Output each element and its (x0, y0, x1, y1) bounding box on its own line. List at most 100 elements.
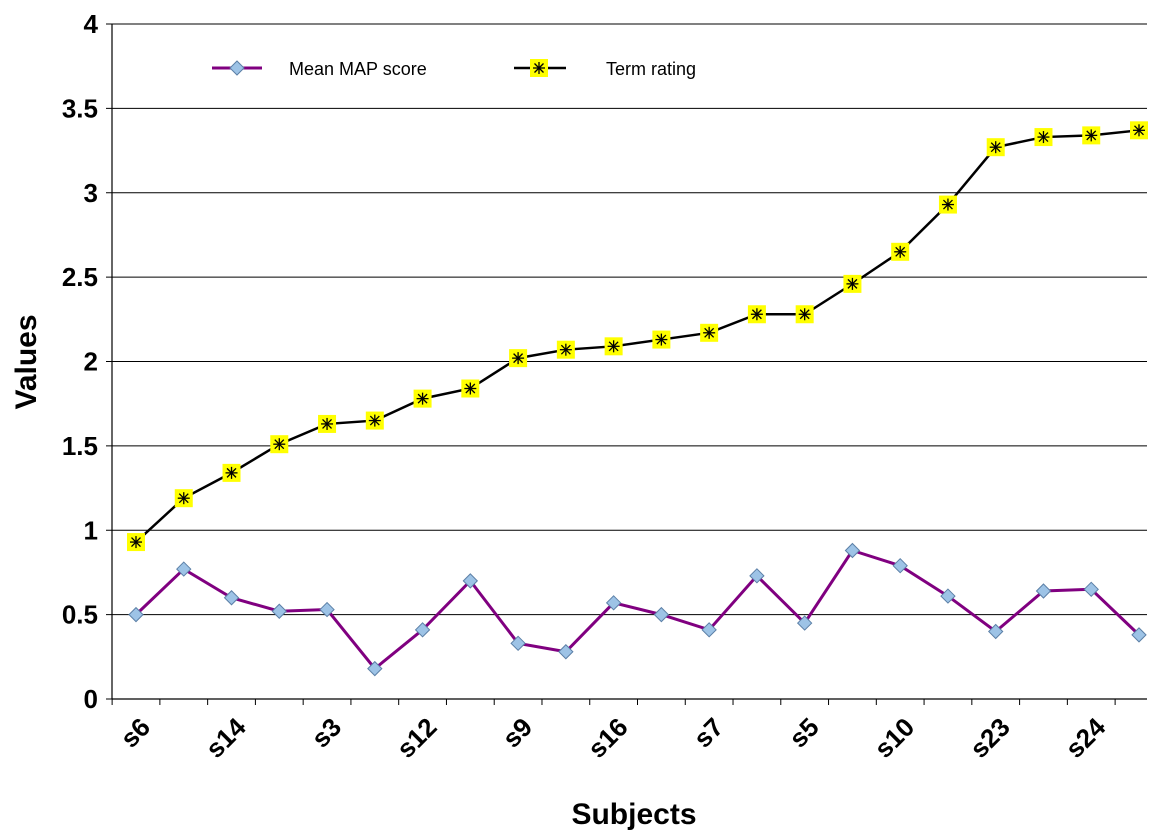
term-rating-point (604, 337, 623, 356)
legend-label-term-rating: Term rating (606, 59, 696, 79)
x-tick-label: s3 (305, 712, 347, 754)
y-tick-label: 1 (84, 515, 98, 545)
mean-map-point (1131, 627, 1147, 643)
mean-map-point (605, 595, 622, 611)
asterisk-stroke (369, 415, 380, 426)
mean-map-point (844, 542, 861, 559)
mean-map-point (653, 606, 670, 623)
mean-map-point (223, 590, 240, 606)
asterisk-stroke (1086, 130, 1097, 141)
term-rating-point (700, 323, 719, 342)
mean-map-point (414, 622, 431, 638)
x-tick-label: s9 (496, 712, 538, 754)
asterisk-stroke (1038, 132, 1049, 143)
asterisk-stroke (895, 246, 906, 257)
mean-map-point (558, 644, 574, 660)
term-rating-point (509, 349, 528, 368)
asterisk-stroke (847, 278, 858, 289)
gridlines (112, 23, 1147, 616)
asterisk-stroke (608, 341, 619, 352)
term-rating-point (461, 379, 480, 398)
x-tick-label: s6 (114, 712, 156, 754)
mean-map-point (1035, 583, 1052, 599)
term-rating-point (270, 435, 289, 454)
asterisk-stroke (990, 142, 1001, 153)
asterisk-stroke (704, 327, 715, 338)
y-tick-label: 4 (84, 9, 99, 39)
mean-map-point (796, 615, 813, 631)
asterisk-stroke (417, 393, 428, 404)
mean-map-line (134, 548, 1141, 671)
term-rating-point (127, 533, 145, 552)
term-rating-point (222, 463, 241, 482)
asterisk-stroke (131, 537, 141, 548)
x-tick-label: s10 (868, 712, 920, 764)
y-tick-label: 3 (84, 178, 98, 208)
asterisk-stroke (465, 383, 476, 394)
asterisk-stroke (226, 467, 237, 478)
x-tick-label: s23 (964, 712, 1016, 764)
y-tick-label: 0.5 (62, 600, 98, 630)
y-tick-labels: 0 0.5 1 1.5 2 2.5 3 3.5 4 (62, 9, 99, 714)
asterisk-stroke (274, 439, 285, 450)
term-rating-point (1082, 126, 1101, 145)
asterisk-stroke (560, 344, 571, 355)
mean-map-point (128, 606, 144, 623)
legend-label-mean-map: Mean MAP score (289, 59, 427, 79)
x-tick-label: s16 (582, 712, 634, 764)
mean-map-point (988, 623, 1004, 640)
term-rating-point (318, 414, 337, 433)
mean-map-point (892, 557, 908, 574)
term-rating-point (843, 274, 862, 293)
term-rating-line (135, 129, 1140, 543)
asterisk-stroke (1134, 125, 1144, 136)
asterisk-stroke (751, 309, 762, 320)
x-tick-label: s5 (783, 712, 825, 754)
y-tick-label: 2 (84, 347, 98, 377)
legend: Mean MAP score Term rating (212, 59, 696, 79)
y-tick-label: 0 (84, 684, 98, 714)
x-tick-labels: s6 s14 s3 s12 s9 s16 s7 s5 s10 s23 s24 (114, 711, 1111, 763)
term-rating-point (938, 195, 957, 214)
x-axis-label: Subjects (571, 798, 696, 831)
term-rating-point (365, 411, 384, 430)
mean-map-point (510, 635, 526, 652)
x-tick-label: s7 (688, 712, 730, 754)
x-tick-label: s14 (200, 711, 252, 763)
mean-map-point (367, 660, 383, 677)
term-rating-point (986, 138, 1005, 157)
series-group (127, 121, 1148, 677)
x-tick-label: s24 (1059, 711, 1111, 763)
mean-map-point (701, 622, 717, 638)
y-tick-label: 2.5 (62, 262, 98, 292)
asterisk-stroke (534, 63, 544, 73)
term-rating-point (1130, 121, 1148, 140)
mean-map-point (940, 588, 956, 604)
term-rating-point (891, 242, 910, 261)
term-rating-point (795, 305, 814, 324)
mean-map-point (176, 561, 192, 577)
series-term-rating (127, 121, 1148, 552)
x-tick-label: s12 (391, 712, 443, 764)
y-tick-label: 3.5 (62, 93, 98, 123)
mean-map-point (462, 573, 479, 589)
term-rating-point (530, 59, 548, 77)
term-rating-point (1034, 128, 1053, 147)
term-rating-point (747, 305, 766, 324)
term-rating-point (652, 330, 671, 349)
series-mean-map-score (128, 542, 1147, 677)
mean-map-point (749, 568, 765, 584)
asterisk-stroke (322, 418, 333, 429)
mean-map-point (229, 60, 245, 76)
term-rating-point (174, 489, 193, 508)
y-axis-label: Values (10, 314, 43, 409)
mean-map-point (319, 601, 335, 618)
term-rating-point (556, 340, 575, 359)
axes (106, 23, 1147, 705)
asterisk-stroke (942, 199, 953, 210)
y-tick-label: 1.5 (62, 431, 98, 461)
asterisk-stroke (513, 353, 524, 364)
asterisk-stroke (656, 334, 667, 345)
asterisk-stroke (178, 493, 189, 504)
